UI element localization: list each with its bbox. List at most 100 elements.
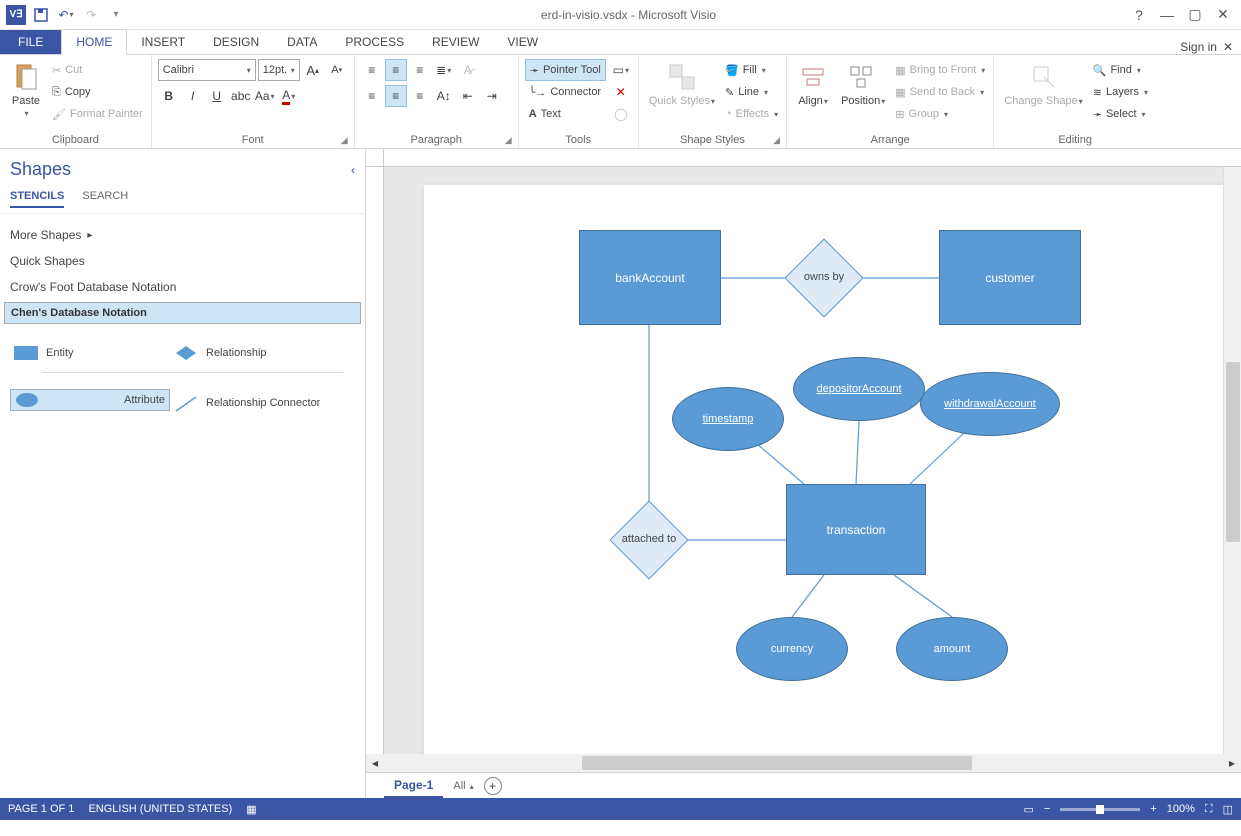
erd-attr-wdr[interactable]: withdrawalAccount	[920, 372, 1060, 436]
connector-tool-button[interactable]: ╰→Connector	[525, 81, 606, 103]
page-1-tab[interactable]: Page-1	[384, 774, 443, 798]
text-direction-button[interactable]: A↕	[433, 85, 455, 107]
send-to-back-button[interactable]: ▦Send to Back▾	[893, 81, 987, 103]
effects-button[interactable]: ◔Effects▾	[723, 103, 780, 125]
hscroll-right-icon[interactable]: ▸	[1223, 756, 1241, 770]
underline-button[interactable]: U	[206, 85, 228, 107]
clear-format-button[interactable]: A̷	[457, 59, 479, 81]
erd-attr-cur[interactable]: currency	[736, 617, 848, 681]
fit-page-icon[interactable]: ⛶	[1205, 803, 1213, 816]
text-tool-button[interactable]: AText	[525, 103, 606, 125]
bring-to-front-button[interactable]: ▦Bring to Front▾	[893, 59, 987, 81]
maximize-icon[interactable]: ▢	[1185, 5, 1205, 25]
copy-button[interactable]: ⎘Copy	[50, 81, 145, 103]
decrease-indent-button[interactable]: ⇤	[457, 85, 479, 107]
tab-process[interactable]: PROCESS	[331, 30, 418, 54]
italic-button[interactable]: I	[182, 85, 204, 107]
undo-icon[interactable]: ↶▾	[54, 3, 78, 27]
add-page-button[interactable]: +	[484, 777, 502, 795]
more-shapes-link[interactable]: More Shapes▸	[10, 222, 355, 248]
all-pages-button[interactable]: All ▴	[453, 780, 473, 792]
horizontal-scrollbar[interactable]: ◂ ▸	[366, 754, 1241, 772]
zoom-slider[interactable]	[1060, 808, 1140, 811]
stencil-rel-connector[interactable]: Relationship Connector	[170, 389, 330, 419]
stencil-attribute[interactable]: Attribute	[10, 389, 170, 411]
bullets-button[interactable]: ≣▾	[433, 59, 455, 81]
stencil-relationship[interactable]: Relationship	[170, 338, 330, 368]
collapse-panel-icon[interactable]: ‹	[351, 163, 355, 177]
align-middle-button[interactable]: ≡	[385, 59, 407, 81]
para-dialog-launcher-icon[interactable]: ◢	[505, 135, 512, 146]
quick-shapes-link[interactable]: Quick Shapes	[10, 248, 355, 274]
redo-icon[interactable]: ↷	[79, 3, 103, 27]
increase-indent-button[interactable]: ⇥	[481, 85, 503, 107]
strike-button[interactable]: abc	[230, 85, 252, 107]
vscroll-thumb[interactable]	[1226, 362, 1240, 542]
align-center-button[interactable]: ≡	[385, 85, 407, 107]
align-left-button[interactable]: ≡	[361, 85, 383, 107]
zoom-level[interactable]: 100%	[1167, 803, 1195, 815]
select-button[interactable]: ➛Select▾	[1091, 103, 1150, 125]
font-size-select[interactable]: 12pt.▾	[258, 59, 300, 81]
ribbon-close-icon[interactable]: ✕	[1223, 40, 1233, 54]
stencil-entity[interactable]: Entity	[10, 338, 170, 368]
paste-button[interactable]: Paste▾	[6, 59, 46, 120]
line-button[interactable]: ✎Line▾	[723, 81, 780, 103]
shrink-font-button[interactable]: A▾	[326, 59, 348, 81]
erd-attr-ts[interactable]: timestamp	[672, 387, 784, 451]
layers-button[interactable]: ≋Layers▾	[1091, 81, 1150, 103]
align-top-button[interactable]: ≡	[361, 59, 383, 81]
minimize-icon[interactable]: —	[1157, 5, 1177, 25]
tab-design[interactable]: DESIGN	[199, 30, 273, 54]
hscroll-thumb[interactable]	[582, 756, 972, 770]
vertical-scrollbar[interactable]	[1223, 167, 1241, 754]
align-bottom-button[interactable]: ≡	[409, 59, 431, 81]
erd-entity-cust[interactable]: customer	[939, 230, 1081, 325]
connection-point-button[interactable]: ✕	[610, 81, 632, 103]
fill-button[interactable]: 🪣Fill▾	[723, 59, 780, 81]
rectangle-tool-button[interactable]: ▭▾	[610, 59, 632, 81]
find-button[interactable]: 🔍Find▾	[1091, 59, 1150, 81]
search-tab[interactable]: SEARCH	[82, 190, 128, 208]
zoom-out-icon[interactable]: −	[1044, 803, 1050, 815]
tab-file[interactable]: FILE	[0, 30, 61, 54]
font-name-select[interactable]: Calibri▾	[158, 59, 256, 81]
canvas[interactable]: bankAccountcustomerowns byattached totra…	[384, 167, 1223, 754]
qat-customize-icon[interactable]: ▾	[104, 3, 128, 27]
shape-dialog-launcher-icon[interactable]: ◢	[773, 135, 780, 146]
bold-button[interactable]: B	[158, 85, 180, 107]
close-icon[interactable]: ✕	[1213, 5, 1233, 25]
font-color-button[interactable]: A▾	[278, 85, 300, 107]
drawing-page[interactable]: bankAccountcustomerowns byattached totra…	[424, 185, 1223, 754]
sign-in-link[interactable]: Sign in	[1180, 40, 1217, 54]
pointer-tool-button[interactable]: ➛Pointer Tool	[525, 59, 606, 81]
cut-button[interactable]: ✂Cut	[50, 59, 145, 81]
position-button[interactable]: Position▾	[837, 59, 889, 109]
tab-view[interactable]: VIEW	[493, 30, 552, 54]
chens-notation-link[interactable]: Chen's Database Notation	[4, 302, 361, 324]
erd-entity-bank[interactable]: bankAccount	[579, 230, 721, 325]
tab-review[interactable]: REVIEW	[418, 30, 493, 54]
erd-attr-amt[interactable]: amount	[896, 617, 1008, 681]
save-icon[interactable]	[29, 3, 53, 27]
erd-entity-trans[interactable]: transaction	[786, 484, 926, 575]
pan-zoom-icon[interactable]: ◫	[1223, 803, 1233, 816]
case-button[interactable]: Aa▾	[254, 85, 276, 107]
zoom-in-icon[interactable]: +	[1150, 803, 1156, 815]
page-indicator[interactable]: PAGE 1 OF 1	[8, 803, 74, 815]
stencils-tab[interactable]: STENCILS	[10, 190, 64, 208]
presentation-mode-icon[interactable]: ▭	[1023, 803, 1033, 816]
tab-insert[interactable]: INSERT	[127, 30, 199, 54]
macro-icon[interactable]: ▦	[246, 803, 256, 816]
tab-home[interactable]: HOME	[61, 29, 127, 55]
grow-font-button[interactable]: A▴	[302, 59, 324, 81]
quick-styles-button[interactable]: Quick Styles▾	[645, 59, 719, 109]
format-painter-button[interactable]: 🖌Format Painter	[50, 103, 145, 125]
align-right-button[interactable]: ≡	[409, 85, 431, 107]
help-icon[interactable]: ?	[1129, 5, 1149, 25]
tab-data[interactable]: DATA	[273, 30, 331, 54]
crows-foot-link[interactable]: Crow's Foot Database Notation	[10, 274, 355, 300]
group-button[interactable]: ⊞Group▾	[893, 103, 987, 125]
erd-attr-dep[interactable]: depositorAccount	[793, 357, 925, 421]
font-dialog-launcher-icon[interactable]: ◢	[341, 135, 348, 146]
